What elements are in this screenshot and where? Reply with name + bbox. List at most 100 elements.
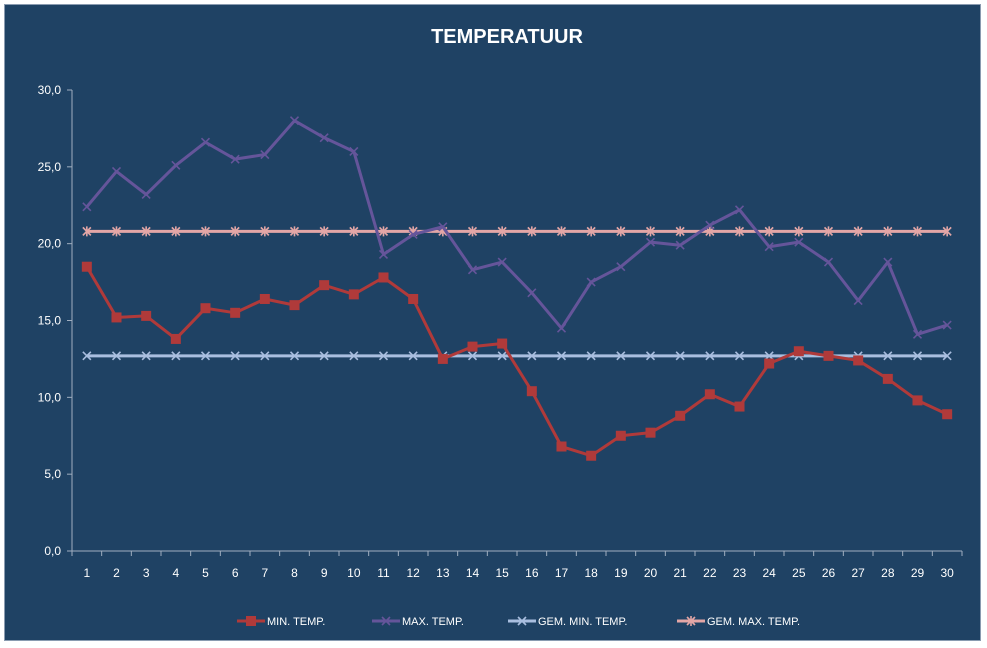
data-point-gem-min-temp: [764, 351, 774, 361]
x-tick-label: 22: [703, 566, 717, 580]
data-point-min-temp: [942, 409, 953, 420]
data-point-min-temp: [764, 358, 775, 369]
data-point-max-temp: [319, 133, 329, 143]
data-point-max-temp: [82, 202, 92, 212]
data-point-gem-min-temp: [883, 351, 893, 361]
data-point-min-temp: [586, 450, 597, 461]
legend-item-max-temp: MAX. TEMP.: [372, 616, 464, 628]
legend-item-min-temp: MIN. TEMP.: [237, 616, 325, 628]
data-point-gem-max-temp: [942, 226, 952, 237]
legend-marker: [246, 616, 256, 626]
data-point-min-temp: [734, 401, 745, 412]
data-point-gem-max-temp: [823, 226, 834, 237]
data-point-min-temp: [912, 395, 923, 406]
data-point-min-temp: [526, 386, 537, 397]
x-tick-label: 30: [940, 566, 954, 580]
data-point-min-temp: [497, 338, 508, 349]
data-point-max-temp: [497, 257, 507, 267]
data-point-gem-min-temp: [408, 351, 418, 361]
series-layer: [81, 116, 953, 461]
data-point-max-temp: [883, 257, 893, 267]
data-point-min-temp: [467, 341, 478, 352]
x-tick-label: 20: [644, 566, 658, 580]
data-point-min-temp: [437, 353, 448, 364]
data-point-gem-min-temp: [378, 351, 389, 361]
x-tick-label: 19: [614, 566, 628, 580]
data-point-gem-max-temp: [675, 226, 685, 237]
data-point-min-temp: [704, 389, 715, 400]
data-point-min-temp: [556, 441, 567, 452]
legend-item-gem-min-temp: GEM. MIN. TEMP.: [508, 616, 627, 628]
x-tick-label: 10: [347, 566, 361, 580]
data-point-max-temp: [764, 242, 774, 252]
x-tick-label: 13: [436, 566, 450, 580]
data-point-gem-max-temp: [82, 226, 92, 237]
legend-item-gem-max-temp: GEM. MAX. TEMP.: [677, 616, 800, 628]
y-tick-label: 0,0: [44, 544, 61, 558]
legend-marker: [517, 616, 527, 626]
y-tick-label: 5,0: [44, 467, 61, 481]
data-point-min-temp: [853, 355, 864, 366]
data-point-gem-max-temp: [200, 226, 211, 237]
x-tick-label: 28: [881, 566, 895, 580]
data-point-gem-min-temp: [556, 351, 567, 361]
data-point-min-temp: [81, 261, 92, 272]
data-point-gem-max-temp: [794, 226, 804, 237]
data-point-max-temp: [586, 277, 596, 287]
x-tick-label: 4: [172, 566, 179, 580]
chart-title: TEMPERATUUR: [431, 26, 583, 48]
data-point-min-temp: [645, 427, 656, 438]
data-point-max-temp: [942, 320, 952, 330]
x-tick-label: 29: [911, 566, 925, 580]
data-point-gem-min-temp: [230, 351, 240, 361]
data-point-gem-min-temp: [141, 351, 151, 361]
x-tick-label: 21: [673, 566, 687, 580]
data-point-gem-min-temp: [645, 351, 656, 361]
axes: 0,05,010,015,020,025,030,01 2 3 4 5 6 7 8 9 10 11 1…: [38, 83, 963, 580]
data-point-gem-max-temp: [141, 226, 151, 237]
data-point-min-temp: [348, 289, 359, 300]
x-tick-label: 3: [143, 566, 150, 580]
data-point-max-temp: [111, 166, 122, 177]
y-tick-label: 10,0: [38, 390, 62, 404]
data-point-gem-max-temp: [527, 226, 537, 237]
x-tick-label: 27: [851, 566, 865, 580]
y-tick-label: 20,0: [38, 237, 62, 251]
data-point-gem-min-temp: [200, 351, 211, 361]
data-point-min-temp: [230, 307, 241, 318]
x-tick-label: 17: [555, 566, 569, 580]
data-point-gem-max-temp: [883, 226, 893, 237]
data-point-gem-min-temp: [171, 351, 181, 361]
data-point-max-temp: [289, 116, 300, 126]
data-point-gem-min-temp: [912, 351, 923, 361]
x-tick-label: 18: [584, 566, 598, 580]
x-tick-label: 14: [466, 566, 480, 580]
data-point-gem-max-temp: [260, 226, 270, 237]
x-tick-label: 2: [113, 566, 120, 580]
data-point-gem-max-temp: [230, 226, 240, 237]
data-point-min-temp: [141, 310, 152, 321]
legend-marker: [686, 616, 696, 626]
legend-label: GEM. MIN. TEMP.: [538, 616, 627, 628]
data-point-gem-max-temp: [289, 226, 300, 237]
data-point-max-temp: [823, 257, 834, 267]
data-point-gem-min-temp: [675, 351, 685, 361]
data-point-gem-min-temp: [497, 351, 507, 361]
data-point-min-temp: [675, 410, 686, 421]
data-point-max-temp: [438, 222, 448, 232]
series-line-min-temp: [85, 265, 948, 458]
data-point-max-temp: [141, 189, 151, 200]
data-point-max-temp: [230, 154, 240, 164]
data-point-max-temp: [794, 237, 804, 247]
data-point-gem-max-temp: [171, 226, 181, 237]
data-point-gem-min-temp: [527, 351, 537, 361]
data-point-max-temp: [527, 288, 537, 298]
data-point-min-temp: [408, 293, 419, 304]
series-max-temp: [82, 116, 952, 339]
data-point-min-temp: [200, 303, 211, 314]
y-tick-label: 25,0: [38, 160, 62, 174]
data-point-max-temp: [734, 205, 745, 215]
data-point-gem-max-temp: [586, 226, 596, 237]
x-tick-label: 1: [83, 566, 90, 580]
